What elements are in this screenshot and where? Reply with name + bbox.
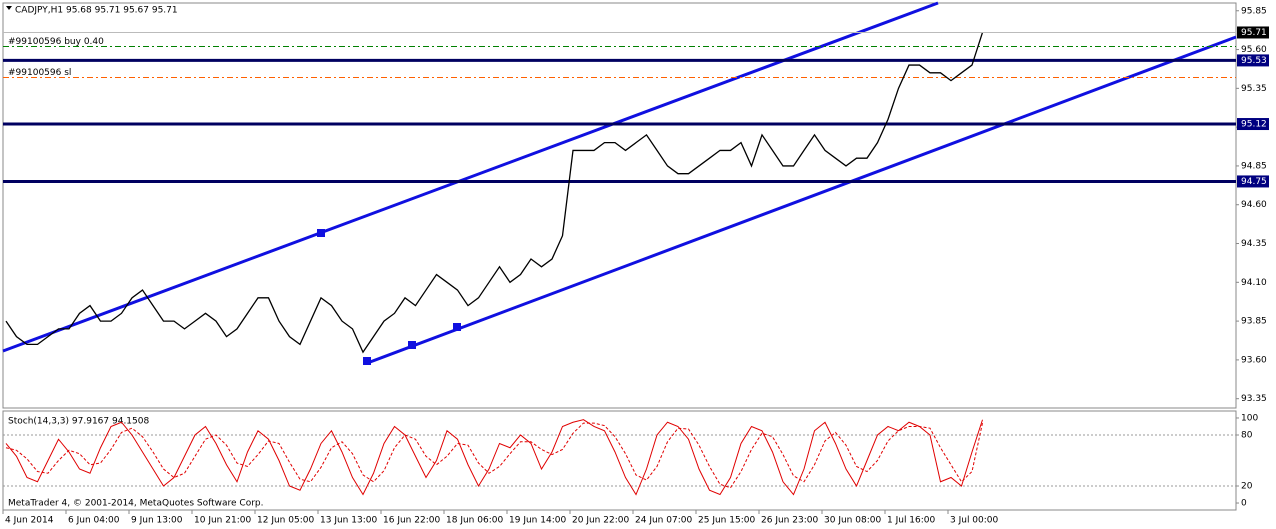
x-tick-label: 26 Jun 23:00	[761, 516, 818, 526]
order-label: #99100596 buy 0.40	[8, 37, 104, 47]
stoch-line	[5, 422, 983, 489]
bid-box	[1237, 26, 1269, 39]
level-label: 95.12	[1241, 120, 1267, 130]
y-tick-label: 93.85	[1241, 317, 1267, 327]
x-tick-label: 3 Jul 00:00	[950, 516, 999, 526]
x-tick-label: 12 Jun 05:00	[257, 516, 314, 526]
x-tick-label: 1 Jul 16:00	[887, 516, 936, 526]
y-tick-label: 93.60	[1241, 355, 1267, 365]
x-tick-label: 4 Jun 2014	[5, 516, 54, 526]
x-tick-label: 13 Jun 13:00	[320, 516, 377, 526]
y-tick-label: 94.60	[1241, 200, 1267, 210]
stoch-line	[5, 419, 983, 496]
level-label: 95.53	[1241, 56, 1267, 66]
x-tick-label: 24 Jun 07:00	[635, 516, 692, 526]
y-tick-label: 20	[1241, 482, 1253, 492]
y-tick-label: 94.35	[1241, 239, 1267, 249]
y-tick-label: 95.85	[1241, 6, 1267, 16]
x-tick-label: 6 Jun 04:00	[68, 516, 120, 526]
lower-channel	[369, 35, 1237, 364]
x-tick-label: 10 Jun 21:00	[194, 516, 251, 526]
price-panel	[2, 2, 1237, 409]
anchor	[453, 323, 461, 331]
x-tick-label: 19 Jun 14:00	[509, 516, 566, 526]
y-tick-label: 0	[1241, 499, 1247, 509]
x-tick-label: 9 Jun 13:00	[131, 516, 183, 526]
level-label: 94.75	[1241, 177, 1267, 187]
anchor	[317, 229, 325, 237]
y-tick-label: 80	[1241, 430, 1253, 440]
copyright: MetaTrader 4, © 2001-2014, MetaQuotes So…	[8, 499, 264, 509]
level-box	[1237, 118, 1269, 131]
x-tick-label: 18 Jun 06:00	[446, 516, 503, 526]
anchor	[408, 341, 416, 349]
y-tick-label: 95.60	[1241, 45, 1267, 55]
x-tick-label: 20 Jun 22:00	[572, 516, 629, 526]
anchors	[317, 229, 461, 365]
y-tick-label: 94.10	[1241, 278, 1267, 288]
x-tick-label: 30 Jun 08:00	[824, 516, 881, 526]
level-box	[1237, 54, 1269, 67]
stoch-panel	[2, 410, 1237, 511]
anchor	[363, 357, 371, 365]
price-line	[5, 32, 984, 354]
y-tick-label: 95.35	[1241, 84, 1267, 94]
order-label: #99100596 sl	[8, 68, 71, 78]
y-tick-label: 100	[1241, 413, 1258, 423]
x-tick-label: 25 Jun 15:00	[698, 516, 755, 526]
indicator-title: Stoch(14,3,3) 97.9167 94.1508	[8, 417, 149, 427]
y-tick-label: 94.85	[1241, 161, 1267, 171]
y-tick-label: 93.35	[1241, 394, 1267, 404]
bid-label: 95.71	[1241, 28, 1267, 38]
symbol-info: CADJPY,H1 95.68 95.71 95.67 95.71	[15, 6, 178, 16]
x-tick-label: 16 Jun 22:00	[383, 516, 440, 526]
menu-arrow[interactable]	[6, 6, 12, 10]
level-box	[1237, 175, 1269, 188]
